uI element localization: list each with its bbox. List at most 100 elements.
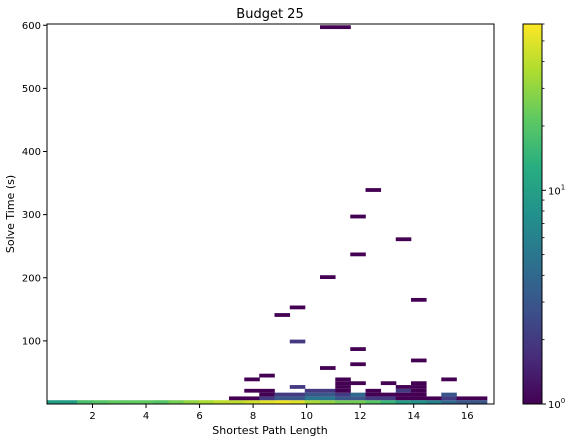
- y-tick-label: 500: [22, 84, 41, 95]
- heatmap-cell: [350, 400, 366, 404]
- x-tick-label: 8: [250, 411, 256, 422]
- x-tick-label: 16: [461, 411, 474, 422]
- heatmap-cell: [213, 400, 230, 404]
- heatmap-cell: [335, 377, 351, 382]
- heatmap-cell: [229, 396, 245, 401]
- heatmap-cell: [335, 25, 351, 30]
- heatmap-cell: [456, 396, 473, 401]
- heatmap-cell: [335, 385, 351, 389]
- heatmap-cell: [456, 400, 473, 404]
- heatmap-cell: [365, 392, 382, 397]
- heatmap-cell: [365, 388, 382, 393]
- heatmap-cell: [47, 400, 63, 404]
- y-axis-ticks: 100 200 300 400 500 600: [22, 21, 47, 347]
- y-tick-label: 300: [22, 210, 41, 221]
- heatmap-cell: [395, 237, 412, 242]
- heatmap-cell: [289, 392, 306, 397]
- heatmap-cell: [380, 400, 397, 404]
- heatmap-cell: [395, 392, 412, 397]
- heatmap-cell: [244, 388, 260, 393]
- heatmap-cell: [395, 385, 412, 389]
- heatmap-cell: [441, 400, 457, 404]
- heatmap-cell: [395, 388, 412, 393]
- heatmap-cell: [320, 25, 336, 30]
- heatmap-cells: [47, 25, 488, 404]
- heatmap-cell: [289, 305, 306, 310]
- heatmap-cell: [411, 392, 427, 397]
- x-axis-label: Shortest Path Length: [212, 424, 327, 437]
- heatmap-cell: [441, 377, 457, 382]
- heatmap-cell: [289, 400, 306, 404]
- heatmap-cell: [395, 396, 412, 401]
- heatmap-cell: [259, 396, 275, 401]
- heatmap-cell: [350, 381, 366, 386]
- heatmap-cell: [411, 358, 427, 363]
- heatmap-cell: [320, 388, 336, 393]
- heatmap-cell: [350, 396, 366, 401]
- heatmap-cell: [411, 385, 427, 389]
- heatmap-cell: [365, 396, 382, 401]
- heatmap-cell: [441, 392, 457, 397]
- colorbar: [522, 23, 543, 405]
- heatmap-cell: [168, 400, 184, 404]
- heatmap-cell: [289, 396, 306, 401]
- colorbar-tick-label: 101: [548, 183, 565, 197]
- heatmap-cell: [350, 214, 366, 219]
- x-tick-label: 10: [300, 411, 313, 422]
- heatmap-cell: [380, 381, 397, 386]
- heatmap-cell: [320, 275, 336, 280]
- colorbar-ticks: 100 101: [542, 23, 565, 411]
- plot-frame: [46, 23, 495, 405]
- heatmap-cell: [350, 252, 366, 257]
- heatmap-cell: [304, 392, 321, 397]
- heatmap-cell: [335, 381, 351, 386]
- x-tick-label: 12: [354, 411, 367, 422]
- heatmap-cell: [138, 400, 154, 404]
- heatmap-cell: [350, 392, 366, 397]
- heatmap-cell: [198, 400, 215, 404]
- heatmap-cell: [335, 400, 351, 404]
- y-axis-label: Solve Time (s): [4, 175, 17, 253]
- heatmap-cell: [259, 392, 275, 397]
- heatmap-cell: [411, 388, 427, 393]
- y-tick-label: 400: [22, 147, 41, 158]
- y-tick-label: 100: [22, 336, 41, 347]
- heatmap-cell: [259, 388, 275, 393]
- heatmap-cell: [411, 396, 427, 401]
- x-tick-label: 6: [196, 411, 202, 422]
- heatmap-cell: [304, 396, 321, 401]
- heatmap-cell: [92, 400, 109, 404]
- heatmap-cell: [183, 400, 200, 404]
- heatmap-cell: [244, 396, 260, 401]
- heatmap-cell: [335, 392, 351, 397]
- heatmap-cell: [395, 400, 412, 404]
- heatmap-cell: [259, 400, 275, 404]
- heatmap-cell: [320, 400, 336, 404]
- heatmap-cell: [350, 362, 366, 367]
- heatmap-cell: [289, 339, 306, 344]
- x-tick-label: 2: [89, 411, 95, 422]
- y-tick-label: 200: [22, 273, 41, 284]
- x-tick-label: 4: [143, 411, 149, 422]
- heatmap-cell: [365, 400, 382, 404]
- heatmap-cell: [153, 400, 169, 404]
- heatmap-cell: [380, 396, 397, 401]
- heatmap-cell: [411, 297, 427, 302]
- heatmap-cell: [304, 400, 321, 404]
- heatmap-cell: [289, 385, 306, 389]
- heatmap-cell: [471, 396, 488, 401]
- x-tick-label: 14: [407, 411, 420, 422]
- heatmap-cell: [77, 400, 93, 404]
- heatmap-cell: [320, 392, 336, 397]
- chart-title: Budget 25: [236, 7, 303, 22]
- y-tick-label: 600: [22, 21, 41, 32]
- heatmap-cell: [244, 400, 260, 404]
- heatmap-cell: [304, 388, 321, 393]
- heatmap-cell: [350, 347, 366, 351]
- colorbar-tick-label: 100: [548, 397, 565, 411]
- heatmap-cell: [411, 400, 427, 404]
- plot-area: [47, 24, 494, 404]
- heatmap-cell: [244, 377, 260, 382]
- heatmap-cell: [335, 388, 351, 393]
- heatmap-cell: [335, 396, 351, 401]
